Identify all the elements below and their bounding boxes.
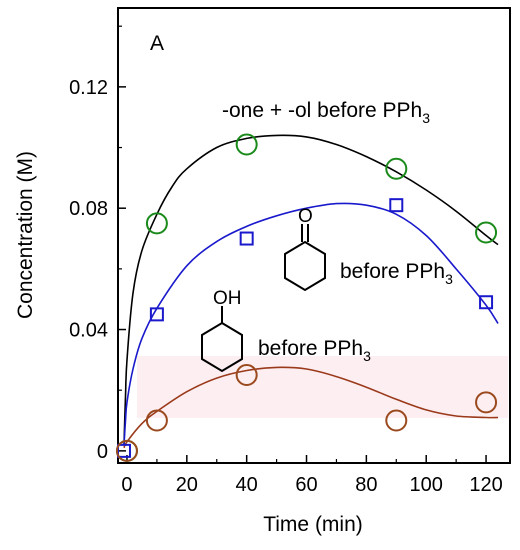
ketone-oxygen-label: O <box>298 206 313 227</box>
data-markers <box>115 133 498 462</box>
x-tick-label-6: 120 <box>469 474 502 496</box>
fit-curves <box>123 134 499 449</box>
x-axis-title: Time (min) <box>263 513 363 536</box>
cyclohexanone-structure <box>284 224 326 292</box>
y-axis-title: Concentration (M) <box>14 151 37 319</box>
point-s1-0 <box>116 443 131 458</box>
x-tick-label-4: 80 <box>355 474 377 496</box>
panel-label: A <box>150 32 164 55</box>
point-s0-3 <box>385 157 408 180</box>
point-s2-2 <box>235 364 258 387</box>
x-tick-label-0: 0 <box>121 474 132 496</box>
axis-ticks: 0 20 40 60 80 100 120 0 0.04 0.08 0.12 <box>69 25 503 496</box>
point-s2-4 <box>475 391 498 414</box>
x-tick-label-1: 20 <box>176 474 198 496</box>
y-tick-label-3: 0.12 <box>69 77 108 99</box>
fit-curve-1 <box>123 202 499 445</box>
y-tick-label-0: 0 <box>97 441 108 463</box>
point-s2-3 <box>385 409 408 432</box>
series-label-ketone: before PPh3 <box>340 260 453 287</box>
series-label-alcohol: before PPh3 <box>258 337 371 364</box>
cyclohexanone-ring <box>284 240 326 292</box>
x-tick-label-3: 60 <box>295 474 317 496</box>
point-s1-3 <box>389 198 404 213</box>
point-s1-4 <box>479 295 494 310</box>
plot-frame <box>117 7 511 464</box>
point-s0-4 <box>475 221 498 244</box>
fit-curve-0 <box>123 134 499 445</box>
y-tick-label-2: 0.08 <box>69 198 108 220</box>
cyclohexanol-structure <box>201 306 243 373</box>
highlight-band <box>137 356 508 418</box>
x-tick-label-2: 40 <box>236 474 258 496</box>
point-s2-1 <box>145 409 168 432</box>
point-s1-1 <box>149 307 164 322</box>
point-s1-2 <box>239 231 254 246</box>
point-s0-1 <box>145 212 168 235</box>
hydroxyl-label: OH <box>213 288 242 309</box>
cyclohexanol-ring <box>201 321 243 373</box>
point-s0-2 <box>235 133 258 156</box>
point-s2-0 <box>115 439 138 462</box>
y-tick-label-1: 0.04 <box>69 320 108 342</box>
fit-curve-2 <box>123 366 499 449</box>
x-tick-label-5: 100 <box>410 474 443 496</box>
series-label-total: -one + -ol before PPh3 <box>222 99 430 126</box>
